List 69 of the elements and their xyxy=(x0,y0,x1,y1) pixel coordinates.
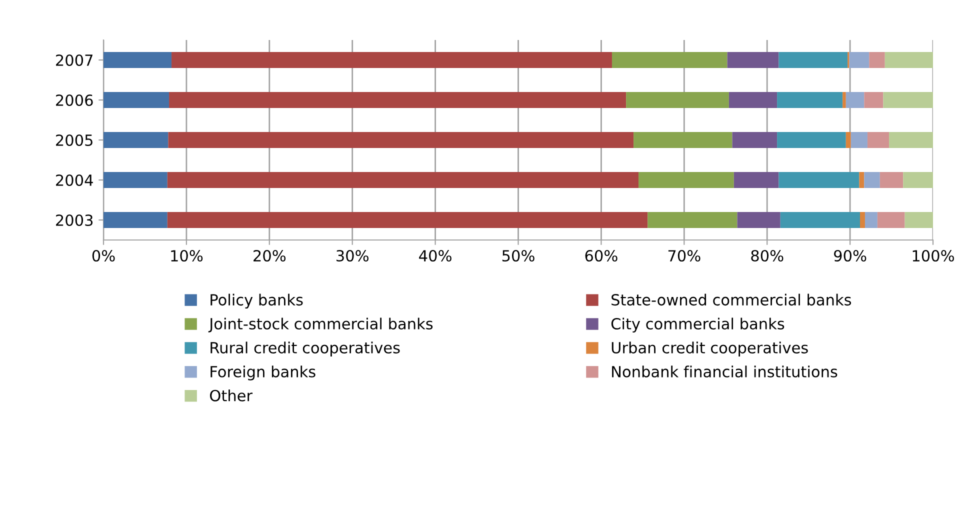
bar xyxy=(169,92,626,108)
bar xyxy=(727,52,779,68)
bar xyxy=(846,92,864,108)
bar xyxy=(648,212,738,228)
bar xyxy=(734,172,779,188)
bar xyxy=(778,52,848,68)
bar xyxy=(846,132,851,148)
legend-label: Policy banks xyxy=(210,294,303,309)
bar xyxy=(864,172,880,188)
legend-label: State-owned commercial banks xyxy=(612,294,852,306)
legend-label: City commercial banks xyxy=(611,318,784,332)
bar xyxy=(780,212,860,228)
bar xyxy=(777,92,843,108)
x-tick-label: 100% xyxy=(912,250,954,262)
x-tick-label: 80% xyxy=(751,250,784,262)
bar xyxy=(167,212,648,228)
x-tick-label: 60% xyxy=(585,250,618,262)
bar xyxy=(842,92,846,108)
bar xyxy=(777,132,846,148)
bar xyxy=(167,172,639,188)
legend-label: Rural credit cooperatives xyxy=(210,342,400,356)
bar xyxy=(728,92,778,108)
y-tick-label: 2004 xyxy=(56,174,93,186)
x-tick-label: 10% xyxy=(171,250,203,262)
x-tick-label: 20% xyxy=(254,250,286,262)
y-tick-label: 2003 xyxy=(56,214,93,226)
bar xyxy=(864,212,878,228)
x-tick-label: 90% xyxy=(834,250,866,262)
y-tick-label: 2005 xyxy=(56,134,92,146)
bar xyxy=(859,172,864,188)
bar xyxy=(883,92,933,108)
x-tick-label: 0% xyxy=(92,250,115,262)
bar xyxy=(104,92,170,108)
bar xyxy=(168,132,634,148)
bar xyxy=(904,212,933,228)
bar xyxy=(626,92,729,108)
bar xyxy=(778,172,860,188)
legend-label: Foreign banks xyxy=(210,366,316,380)
bar xyxy=(860,212,865,228)
bar xyxy=(172,52,612,68)
x-tick-label: 30% xyxy=(336,250,368,262)
legend-label: Other xyxy=(210,390,253,402)
bar xyxy=(104,132,168,148)
bar xyxy=(850,132,868,148)
bar xyxy=(104,52,172,68)
bar xyxy=(732,132,778,148)
legend-label: Joint-stock commercial banks xyxy=(208,318,433,332)
bar xyxy=(849,52,870,68)
bar xyxy=(612,52,728,68)
bar xyxy=(867,132,890,148)
y-tick-label: 2007 xyxy=(56,54,92,66)
bar xyxy=(889,132,933,148)
bar xyxy=(903,172,933,188)
bar xyxy=(104,172,168,188)
x-tick-label: 70% xyxy=(668,250,700,262)
bar xyxy=(880,172,904,188)
x-tick-label: 40% xyxy=(419,250,452,262)
bar xyxy=(884,52,933,68)
bar xyxy=(638,172,734,188)
legend-label: Urban credit cooperatives xyxy=(612,342,808,356)
bar xyxy=(104,212,168,228)
bar xyxy=(634,132,732,148)
bar xyxy=(869,52,885,68)
x-tick-label: 50% xyxy=(502,250,534,262)
bar xyxy=(737,212,780,228)
legend-label: Nonbank financial institutions xyxy=(612,366,838,378)
y-tick-label: 2006 xyxy=(56,94,93,106)
bar xyxy=(877,212,905,228)
bar xyxy=(864,92,884,108)
